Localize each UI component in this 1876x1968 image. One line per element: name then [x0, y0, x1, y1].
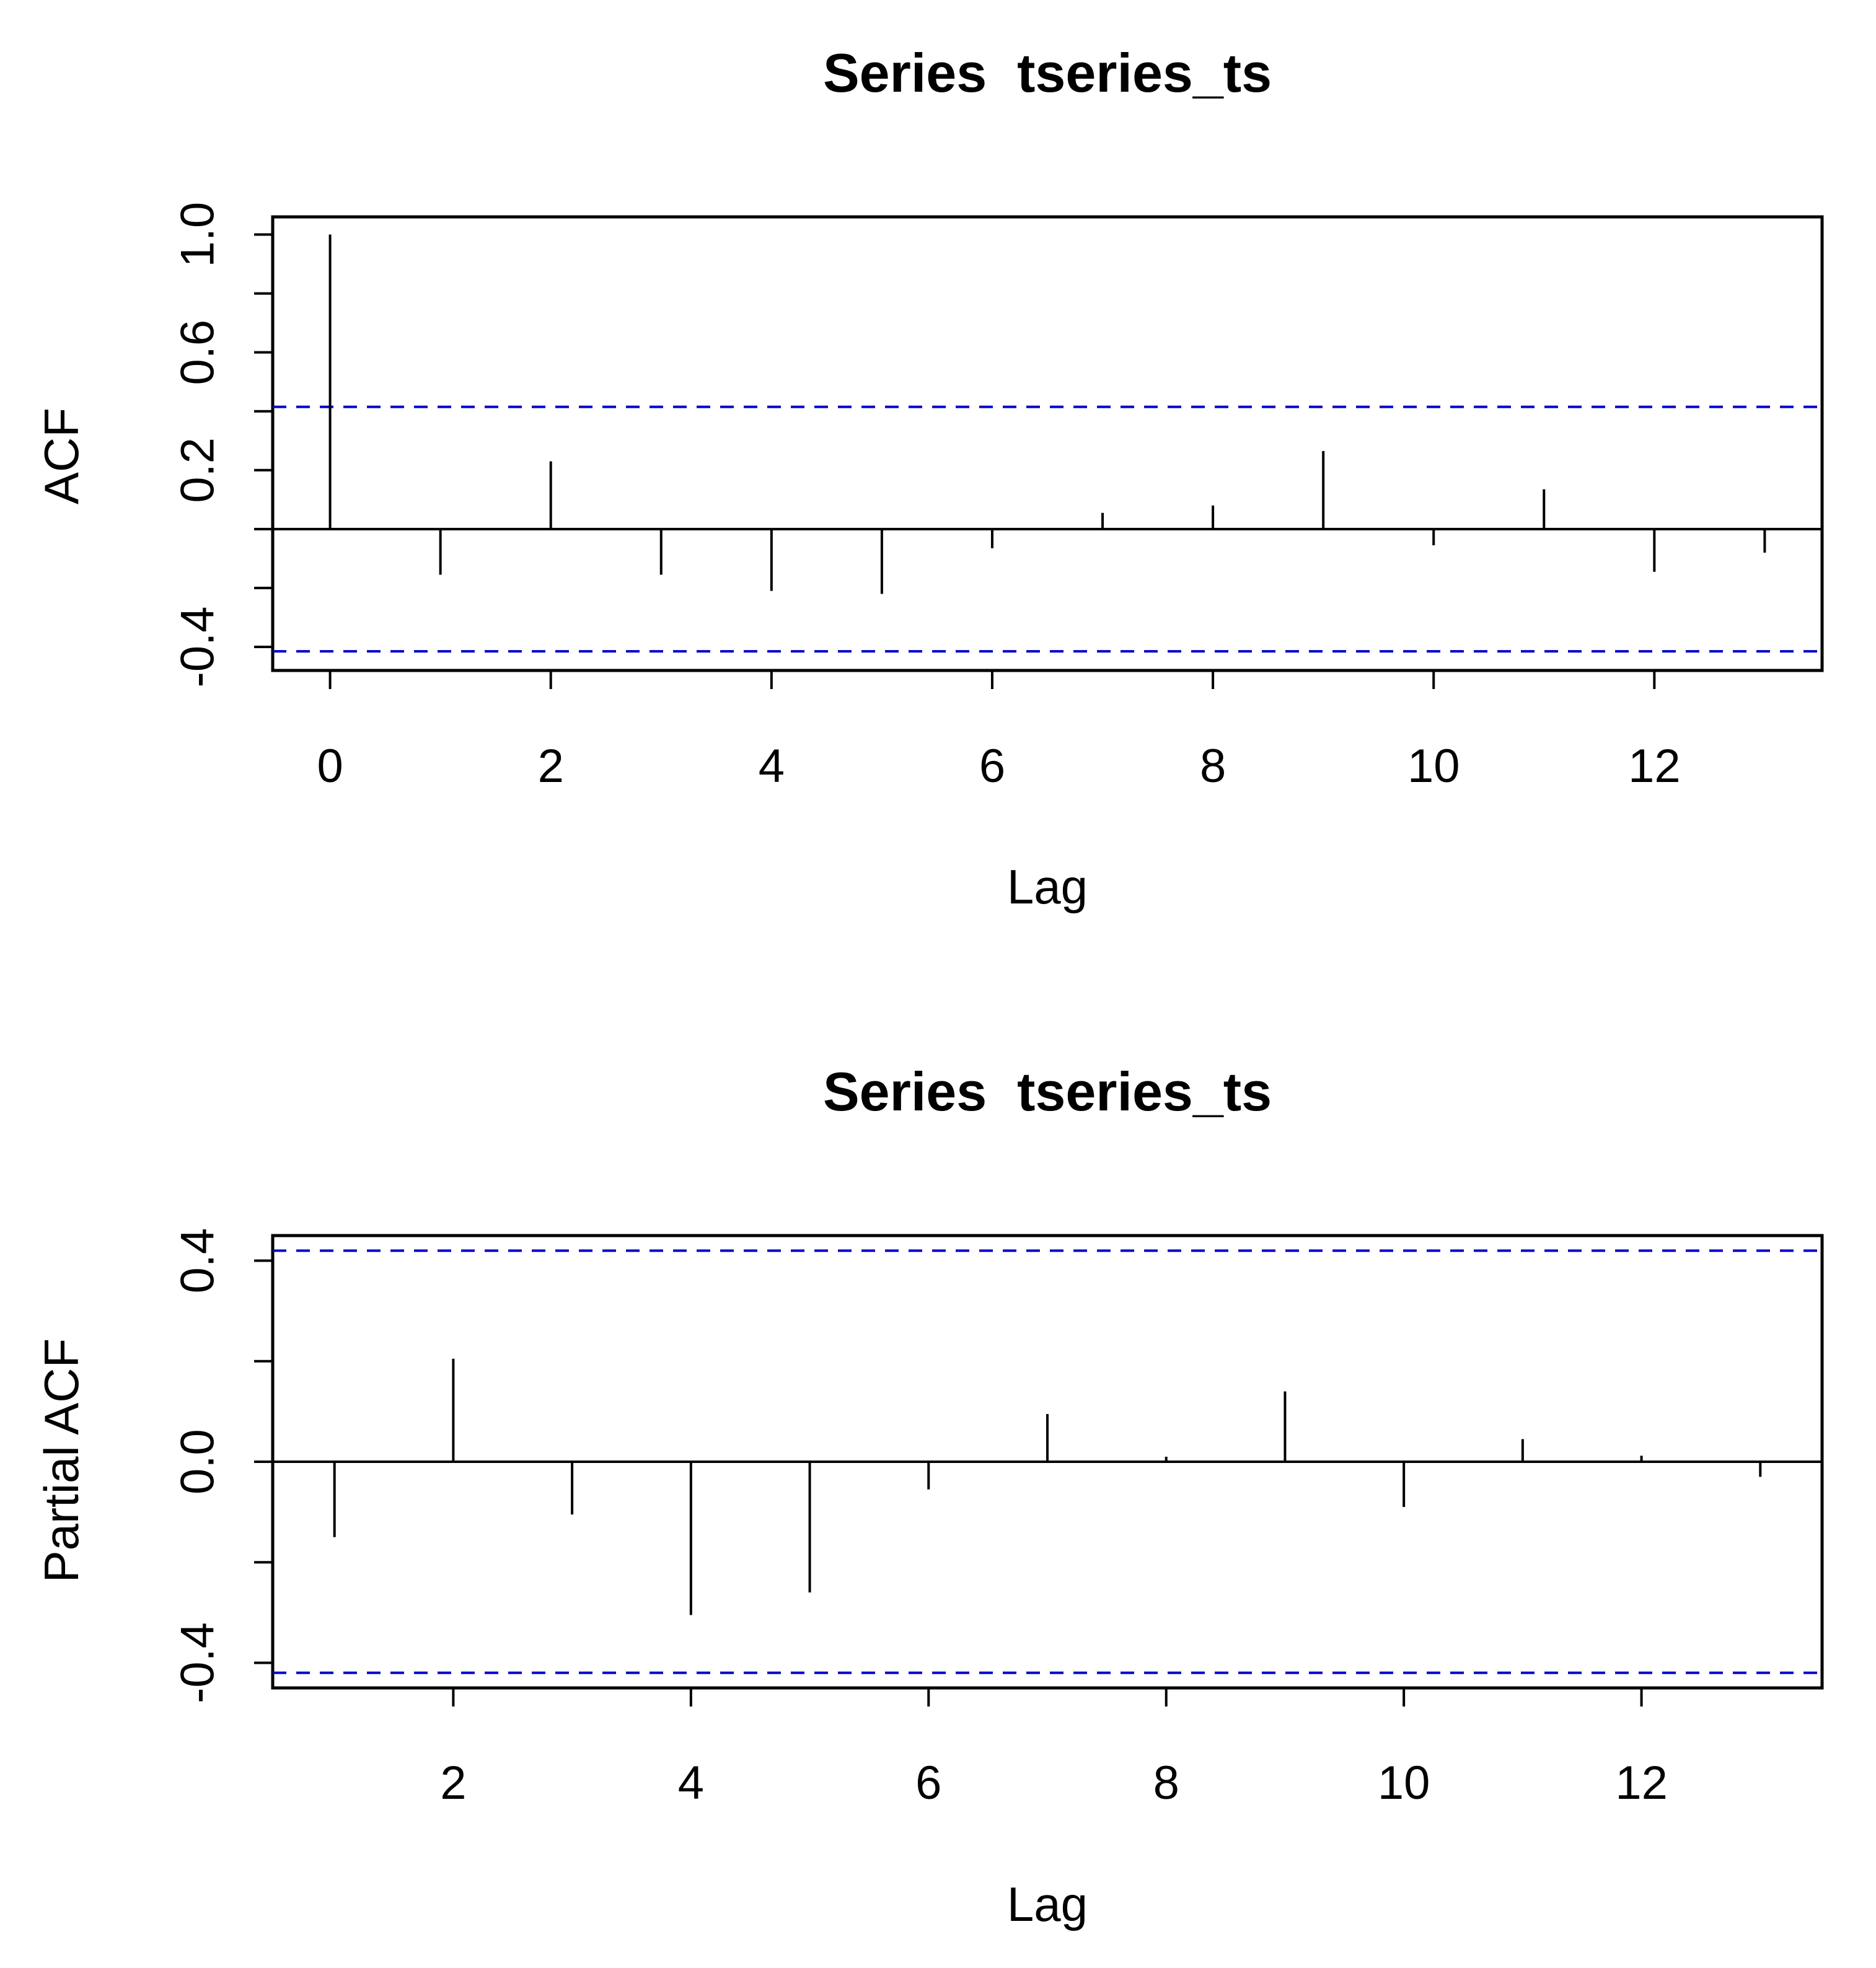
pacf-x-tick-label: 6 — [915, 1757, 941, 1809]
pacf-x-axis-label: Lag — [1007, 1877, 1088, 1931]
acf-x-tick-label: 10 — [1407, 740, 1460, 793]
acf-plot-frame — [271, 215, 1824, 672]
pacf-y-tick-label: 0.4 — [172, 1228, 224, 1294]
acf-x-tick-label: 2 — [538, 740, 564, 793]
acf-x-tick-label: 4 — [759, 740, 785, 793]
acf-y-axis-label: ACF — [34, 408, 89, 504]
acf-y-ticks: -0.4 0.2 0.6 1.0 — [172, 202, 273, 687]
pacf-spikes — [273, 1358, 1822, 1615]
pacf-y-tick-label: -0.4 — [172, 1622, 224, 1703]
acf-x-ticks: 0 2 4 6 8 10 12 — [317, 670, 1681, 793]
acf-x-axis-label: Lag — [1007, 859, 1088, 914]
pacf-panel: Series tseries_ts Partial ACF Lag -0.4 0.… — [34, 1061, 1824, 1931]
pacf-x-tick-label: 8 — [1153, 1757, 1179, 1809]
acf-title: Series tseries_ts — [823, 42, 1272, 103]
pacf-y-tick-label: 0.0 — [172, 1429, 224, 1495]
acf-x-tick-label: 8 — [1200, 740, 1226, 793]
pacf-x-tick-label: 2 — [440, 1757, 466, 1809]
acf-panel: Series tseries_ts ACF Lag -0.40.20.61.0 … — [34, 42, 1824, 914]
pacf-x-ticks: 2 4 6 8 10 12 — [440, 1688, 1668, 1809]
pacf-y-axis-label: Partial ACF — [34, 1338, 89, 1583]
acf-y-tick-label: 0.2 — [172, 437, 224, 503]
pacf-title: Series tseries_ts — [823, 1061, 1272, 1122]
acf-y-tick-label: -0.4 — [172, 606, 224, 687]
acf-x-tick-label: 6 — [979, 740, 1005, 793]
pacf-y-ticks: -0.4 0.0 0.4 — [172, 1228, 273, 1703]
acf-x-tick-label: 0 — [317, 740, 343, 793]
pacf-x-tick-label: 10 — [1378, 1757, 1430, 1809]
pacf-x-tick-label: 4 — [678, 1757, 704, 1809]
pacf-x-tick-label: 12 — [1615, 1757, 1668, 1809]
acf-x-tick-label: 12 — [1628, 740, 1681, 793]
acf-y-tick-label: 0.6 — [172, 320, 224, 385]
acf-spikes — [273, 234, 1822, 594]
acf-y-tick-label: 1.0 — [172, 202, 224, 268]
